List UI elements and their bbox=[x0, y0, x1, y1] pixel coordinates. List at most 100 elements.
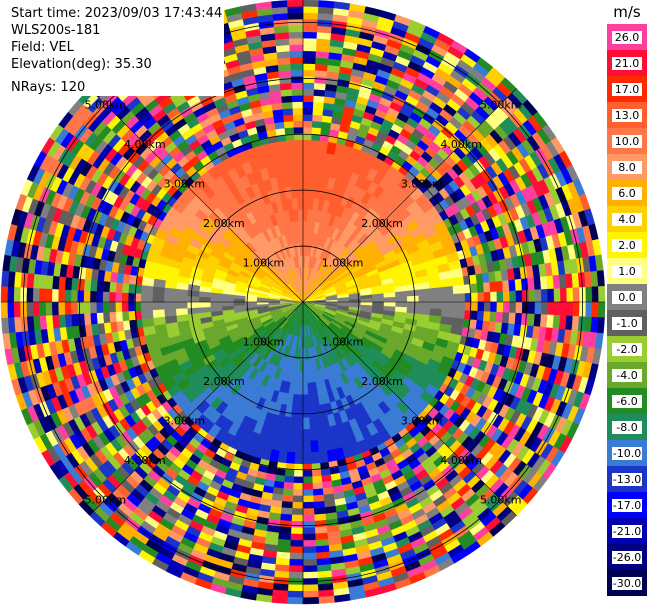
noise-gate bbox=[502, 301, 510, 314]
colorbar-label-bg bbox=[612, 239, 642, 252]
noise-gate bbox=[313, 507, 326, 515]
noise-gate bbox=[302, 495, 314, 503]
noise-gate bbox=[313, 95, 325, 104]
noise-gate bbox=[528, 301, 536, 315]
noise-gate bbox=[302, 25, 318, 33]
velocity-gate bbox=[310, 440, 319, 453]
noise-gate bbox=[477, 292, 485, 303]
colorbar-label-bg bbox=[612, 577, 642, 590]
noise-gate bbox=[559, 287, 568, 303]
range-ring-label: 5.00km bbox=[480, 98, 522, 111]
velocity-gate bbox=[294, 452, 304, 465]
noise-gate bbox=[318, 595, 335, 604]
range-ring-label: 5.00km bbox=[84, 98, 126, 111]
range-ring-label: 2.00km bbox=[361, 375, 403, 388]
noise-gate bbox=[108, 291, 116, 303]
noise-gate bbox=[312, 108, 324, 116]
noise-gate bbox=[293, 126, 304, 134]
noise-gate bbox=[281, 95, 293, 104]
velocity-gate bbox=[302, 371, 308, 384]
noise-gate bbox=[288, 558, 304, 567]
range-ring-label: 3.00km bbox=[164, 415, 206, 428]
noise-gate bbox=[302, 597, 320, 605]
velocity-gate bbox=[295, 162, 304, 175]
noise-gate bbox=[302, 0, 320, 7]
noise-gate bbox=[273, 25, 290, 34]
colorbar-tick-label: -8.0 bbox=[616, 421, 637, 434]
noise-gate bbox=[109, 281, 117, 293]
velocity-gate bbox=[285, 139, 296, 153]
noise-gate bbox=[571, 315, 580, 332]
velocity-gate bbox=[300, 255, 304, 268]
velocity-gate bbox=[298, 220, 304, 233]
colorbar-tick-label: 17.0 bbox=[615, 83, 640, 96]
velocity-gate bbox=[198, 306, 212, 314]
noise-gate bbox=[302, 476, 313, 484]
velocity-gate bbox=[233, 301, 246, 306]
noise-gate bbox=[64, 289, 72, 303]
velocity-gate bbox=[302, 336, 306, 349]
noise-gate bbox=[508, 279, 516, 292]
noise-gate bbox=[288, 571, 304, 579]
noise-gate bbox=[90, 312, 98, 325]
velocity-gate bbox=[163, 308, 177, 317]
noise-gate bbox=[77, 278, 86, 291]
noise-gate bbox=[598, 285, 606, 303]
colorbar-label-bg bbox=[612, 57, 642, 70]
colorbar-tick-label: 0.0 bbox=[618, 291, 636, 304]
noise-gate bbox=[318, 0, 335, 9]
velocity-gate bbox=[294, 139, 304, 152]
noise-gate bbox=[558, 274, 567, 289]
noise-gate bbox=[566, 287, 574, 303]
noise-gate bbox=[572, 301, 580, 317]
colorbar-unit: m/s bbox=[613, 3, 641, 21]
noise-gate bbox=[539, 276, 548, 290]
noise-gate bbox=[90, 279, 98, 292]
noise-gate bbox=[547, 301, 555, 316]
velocity-gate bbox=[453, 301, 466, 311]
velocity-gate bbox=[302, 405, 310, 419]
noise-gate bbox=[566, 301, 574, 317]
noise-gate bbox=[1, 317, 10, 334]
colorbar-label-bg bbox=[612, 317, 642, 330]
noise-gate bbox=[302, 584, 319, 592]
noise-gate bbox=[315, 57, 329, 66]
velocity-gate bbox=[302, 452, 312, 465]
velocity-gate bbox=[297, 209, 304, 222]
velocity-gate bbox=[152, 286, 165, 295]
noise-gate bbox=[302, 82, 315, 90]
noise-gate bbox=[1, 270, 10, 287]
colorbar-label-bg bbox=[612, 551, 642, 564]
noise-gate bbox=[302, 114, 314, 122]
velocity-gate bbox=[294, 440, 304, 453]
noise-gate bbox=[7, 286, 15, 303]
velocity-gate bbox=[441, 301, 454, 311]
noise-gate bbox=[51, 288, 59, 303]
noise-gate bbox=[277, 532, 292, 541]
velocity-gate bbox=[287, 440, 296, 453]
noise-gate bbox=[83, 290, 91, 303]
colorbar-tick-label: 8.0 bbox=[618, 161, 636, 174]
noise-gate bbox=[287, 584, 304, 592]
noise-gate bbox=[302, 31, 318, 39]
range-ring-label: 1.00km bbox=[243, 336, 285, 349]
velocity-gate bbox=[406, 301, 420, 309]
velocity-gate bbox=[441, 309, 454, 318]
noise-gate bbox=[289, 50, 304, 58]
noise-gate bbox=[121, 292, 129, 303]
noise-gate bbox=[284, 469, 295, 477]
noise-gate bbox=[70, 289, 78, 303]
noise-gate bbox=[51, 314, 60, 329]
velocity-gate bbox=[302, 417, 310, 430]
colorbar-tick-label: -21.0 bbox=[613, 525, 641, 538]
noise-gate bbox=[291, 508, 304, 516]
velocity-gate bbox=[221, 301, 234, 307]
noise-gate bbox=[13, 286, 21, 303]
noise-gate bbox=[57, 288, 66, 303]
noise-gate bbox=[553, 301, 561, 316]
noise-gate bbox=[286, 0, 304, 7]
noise-gate bbox=[315, 545, 330, 554]
velocity-gate bbox=[289, 174, 298, 188]
noise-gate bbox=[286, 597, 304, 605]
velocity-gate bbox=[308, 405, 316, 418]
